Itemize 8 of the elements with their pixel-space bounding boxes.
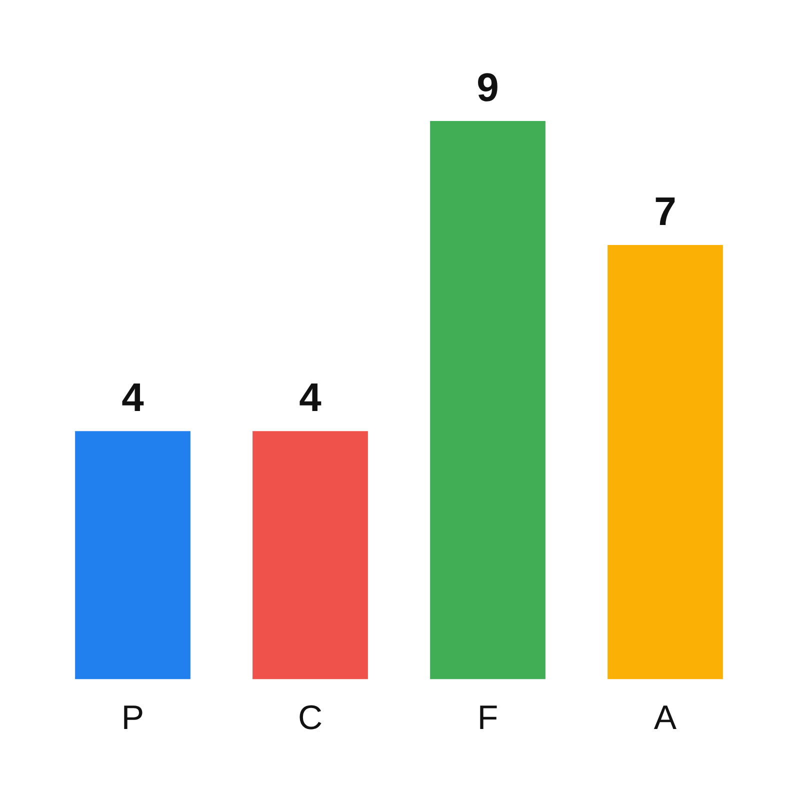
x-tick-label: F [477, 698, 498, 737]
x-tick-label: C [298, 698, 323, 737]
data-label: 4 [299, 376, 322, 420]
data-label: 4 [122, 376, 145, 420]
data-label: 9 [476, 66, 499, 110]
x-tick-label: A [654, 698, 677, 737]
data-label: 7 [654, 190, 676, 234]
x-tick-label: P [121, 698, 144, 737]
